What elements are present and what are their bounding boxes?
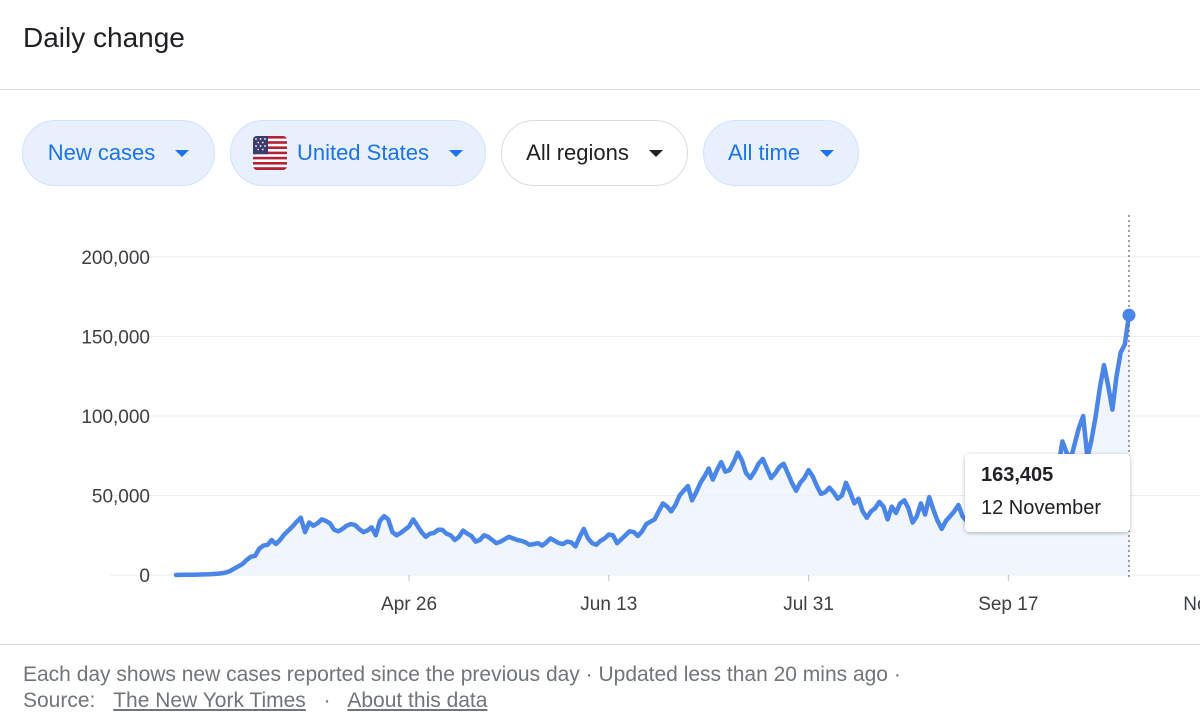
x-tick-label: Sep 17 [978, 594, 1038, 615]
metric-dropdown-label: New cases [47, 140, 156, 165]
y-tick-label: 100,000 [81, 407, 150, 428]
caret-down-icon [449, 149, 464, 157]
header: Daily change [0, 0, 1200, 90]
y-tick-label: 150,000 [81, 328, 150, 349]
y-tick-label: 200,000 [81, 248, 150, 269]
highlight-point [1122, 308, 1136, 322]
y-tick-label: 50,000 [92, 487, 150, 508]
chart-tooltip: 163,405 12 November [965, 454, 1130, 532]
about-data-link[interactable]: About this data [347, 689, 488, 712]
footer: Each day shows new cases reported since … [0, 644, 1200, 728]
tooltip-date: 12 November [981, 497, 1102, 519]
us-flag-icon [252, 136, 287, 170]
series-area [176, 315, 1129, 575]
time-range-dropdown-label: All time [727, 140, 801, 165]
time-range-dropdown[interactable]: All time [703, 120, 859, 186]
source-link[interactable]: The New York Times [113, 689, 306, 712]
x-tick-label: Apr 26 [381, 594, 437, 615]
footer-note: Each day shows new cases reported since … [23, 663, 901, 686]
page-title: Daily change [23, 22, 185, 53]
caret-down-icon [648, 149, 663, 157]
x-tick-label: Nov 4 [1183, 594, 1200, 615]
chart-area[interactable]: 0 50,000 100,000 150,000 200,000 Apr 26 Jun 13… [0, 195, 1200, 635]
caret-down-icon [820, 149, 835, 157]
tooltip-value: 163,405 [981, 464, 1054, 486]
x-tick-label: Jun 13 [580, 594, 637, 615]
y-tick-label: 0 [139, 566, 150, 587]
metric-dropdown[interactable]: New cases [22, 120, 215, 186]
country-dropdown-label: United States [296, 140, 430, 165]
footer-separator: · [323, 689, 331, 712]
caret-down-icon [175, 149, 190, 157]
footer-source-line: Source: The New York Times · About this … [23, 689, 487, 713]
source-label: Source: [23, 689, 96, 712]
country-dropdown[interactable]: United States [230, 120, 486, 186]
daily-cases-chart[interactable]: 0 50,000 100,000 150,000 200,000 Apr 26 Jun 13… [0, 195, 1200, 635]
region-dropdown-label: All regions [526, 140, 629, 165]
x-tick-label: Jul 31 [783, 594, 834, 615]
region-dropdown[interactable]: All regions [501, 120, 688, 186]
